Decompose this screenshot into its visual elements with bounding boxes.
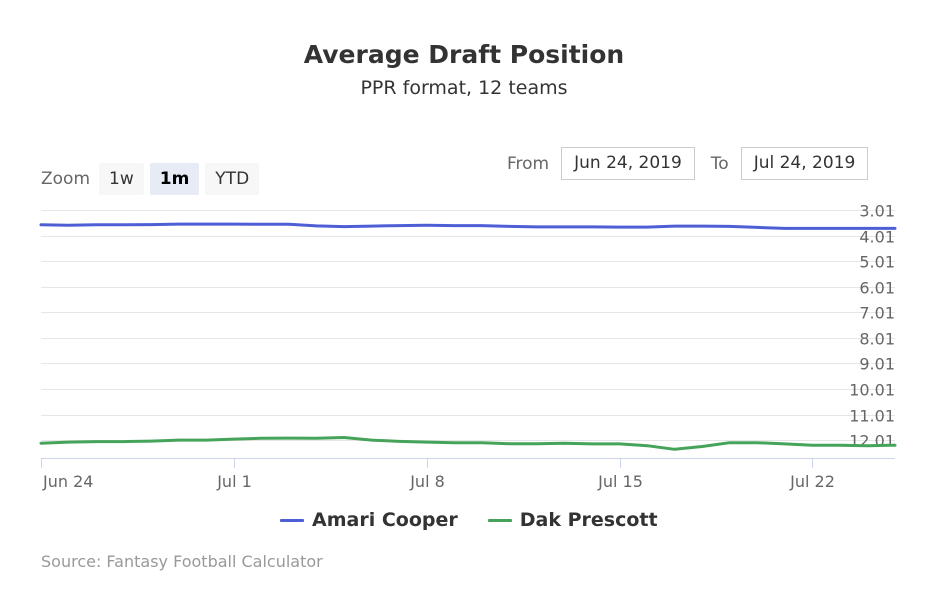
chart-subtitle: PPR format, 12 teams [360, 77, 568, 99]
series-line-dak-prescott [39, 436, 897, 451]
to-date-input[interactable]: Jul 24, 2019 [740, 147, 869, 180]
legend-item-amari-cooper[interactable]: Amari Cooper [280, 509, 458, 531]
from-date-input[interactable]: Jun 24, 2019 [561, 147, 695, 180]
legend-label-dak-prescott: Dak Prescott [519, 509, 658, 531]
x-tick-label: Jul 1 [216, 472, 252, 491]
to-label: To [710, 153, 729, 174]
y-tick-label: 9.01 [859, 355, 895, 374]
y-tick-label: 7.01 [859, 304, 895, 323]
zoom-1w-button[interactable]: 1w [99, 163, 144, 195]
y-tick-label: 8.01 [859, 330, 895, 349]
from-label: From [507, 153, 550, 174]
legend-swatch-amari-cooper [280, 518, 304, 522]
y-tick-label: 6.01 [859, 279, 895, 298]
series-line-amari-cooper [39, 222, 897, 230]
y-tick-label: 12.01 [849, 432, 895, 451]
zoom-ytd-button[interactable]: YTD [205, 163, 260, 195]
date-range-inputs: From Jun 24, 2019 To Jul 24, 2019 [507, 147, 884, 180]
y-tick-label: 11.01 [849, 407, 895, 426]
legend-swatch-dak-prescott [487, 518, 512, 522]
x-tick-label: Jul 22 [789, 472, 835, 491]
legend-label-amari-cooper: Amari Cooper [312, 509, 458, 531]
y-tick-label: 10.01 [849, 381, 895, 400]
x-tick-label: Jul 8 [409, 472, 445, 491]
x-tick-label: Jul 15 [597, 472, 643, 491]
chart-credits: Source: Fantasy Football Calculator [41, 552, 323, 571]
y-tick-label: 4.01 [859, 228, 895, 247]
y-tick-label: 5.01 [859, 253, 895, 272]
y-tick-label: 3.01 [859, 202, 895, 221]
zoom-1m-button[interactable]: 1m [149, 163, 200, 195]
zoom-label: Zoom [41, 169, 91, 189]
zoom-controls: Zoom 1w 1m YTD [41, 163, 265, 195]
legend: Amari Cooper Dak Prescott [280, 509, 688, 531]
x-tick-label: Jun 24 [42, 472, 93, 491]
chart-title: Average Draft Position [303, 40, 625, 69]
legend-item-dak-prescott[interactable]: Dak Prescott [487, 509, 658, 531]
